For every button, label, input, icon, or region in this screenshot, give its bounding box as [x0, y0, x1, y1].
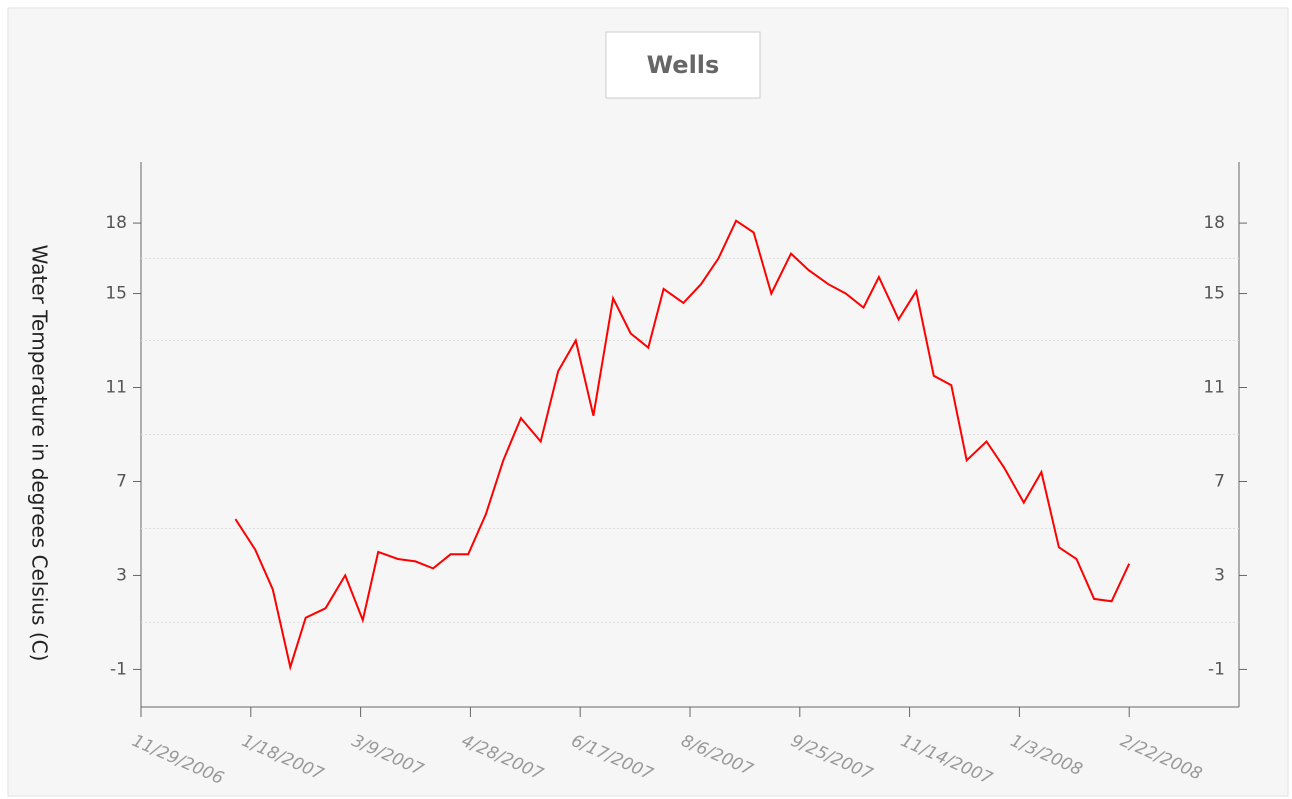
title-box	[605, 31, 761, 99]
panel	[7, 7, 1289, 797]
y-tick-label: 18	[105, 213, 127, 233]
chart-title: Wells	[647, 51, 720, 79]
y-tick-label: 3	[116, 565, 127, 585]
y-tick-label: 11	[105, 378, 127, 398]
y2-tick-label: 7	[1214, 471, 1225, 491]
y2-tick-label: 3	[1214, 565, 1225, 585]
data-line	[234, 219, 1131, 671]
y2-tick-label: -1	[1208, 659, 1225, 679]
y-axis-label: Water Temperature in degrees Celsius (C)	[28, 245, 52, 662]
y2-tick-label: 15	[1203, 284, 1225, 304]
y2-tick-label: 11	[1203, 378, 1225, 398]
y-tick-label: -1	[110, 659, 127, 679]
y-tick-label: 15	[105, 284, 127, 304]
y2-tick-label: 18	[1203, 213, 1225, 233]
y-tick-label: 7	[116, 471, 127, 491]
